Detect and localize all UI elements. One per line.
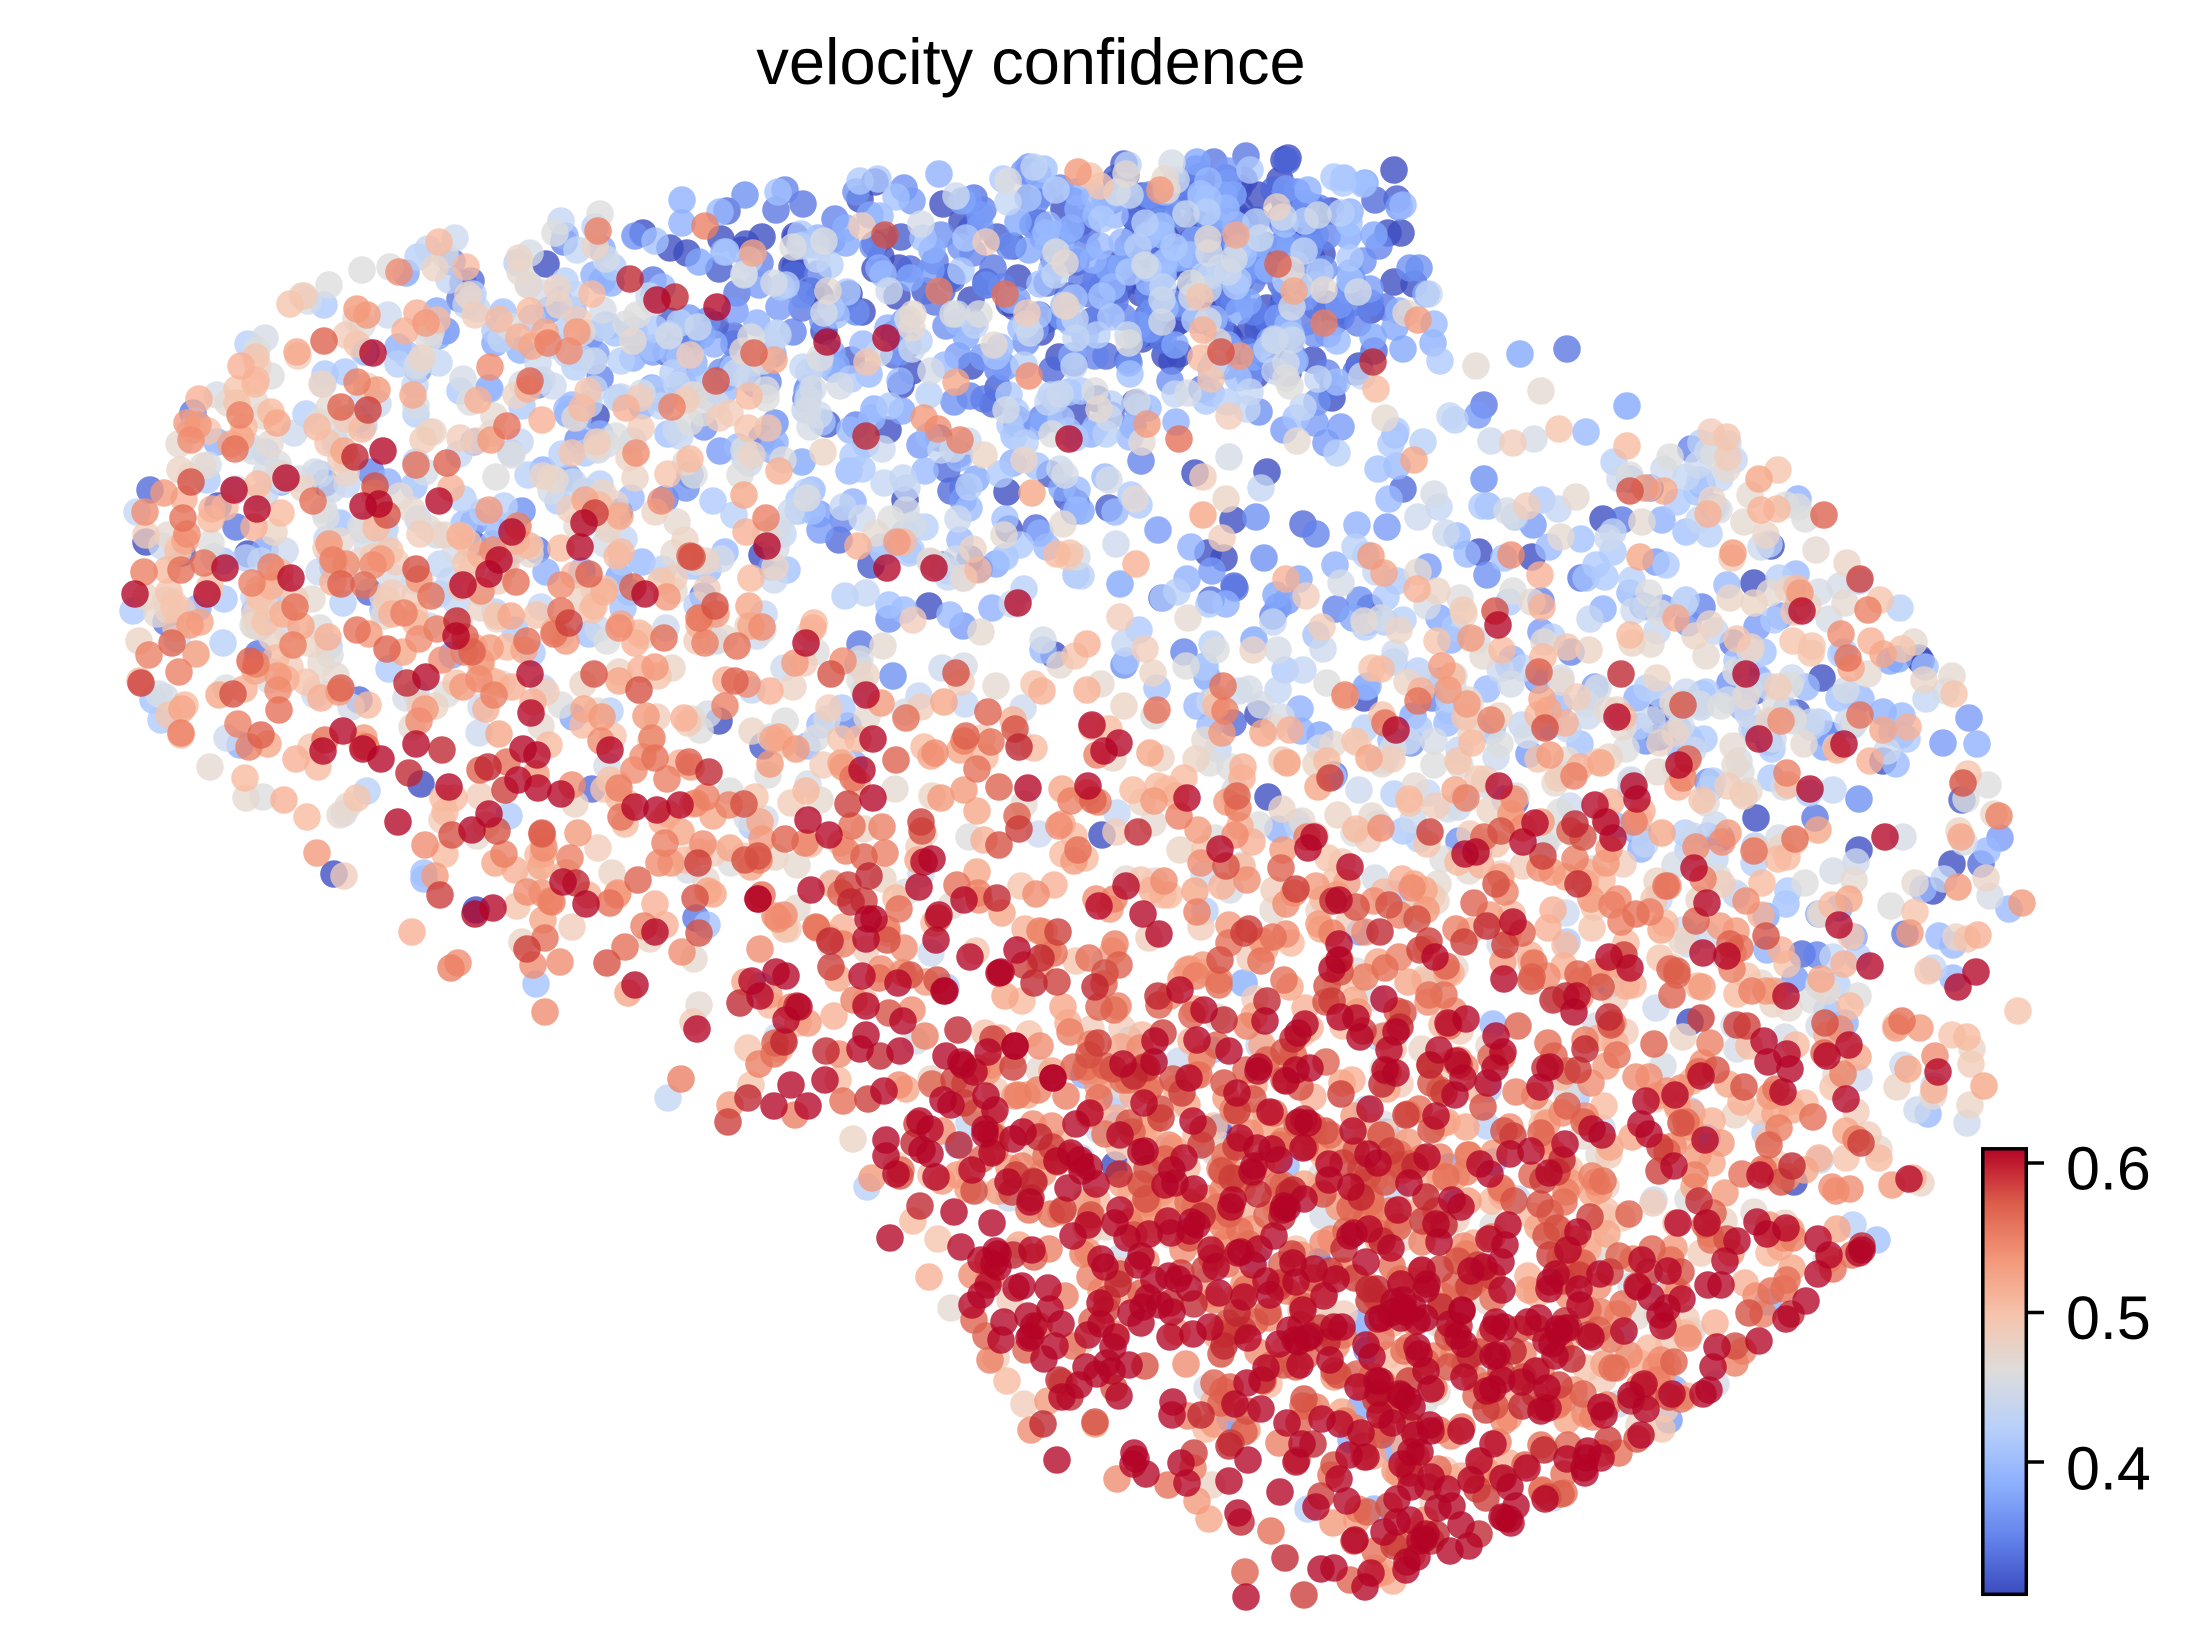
svg-text:velocity confidence: velocity confidence [756,25,1305,98]
svg-text:0.5: 0.5 [2066,1284,2151,1352]
svg-text:0.6: 0.6 [2066,1135,2151,1203]
svg-text:0.4: 0.4 [2066,1435,2151,1503]
